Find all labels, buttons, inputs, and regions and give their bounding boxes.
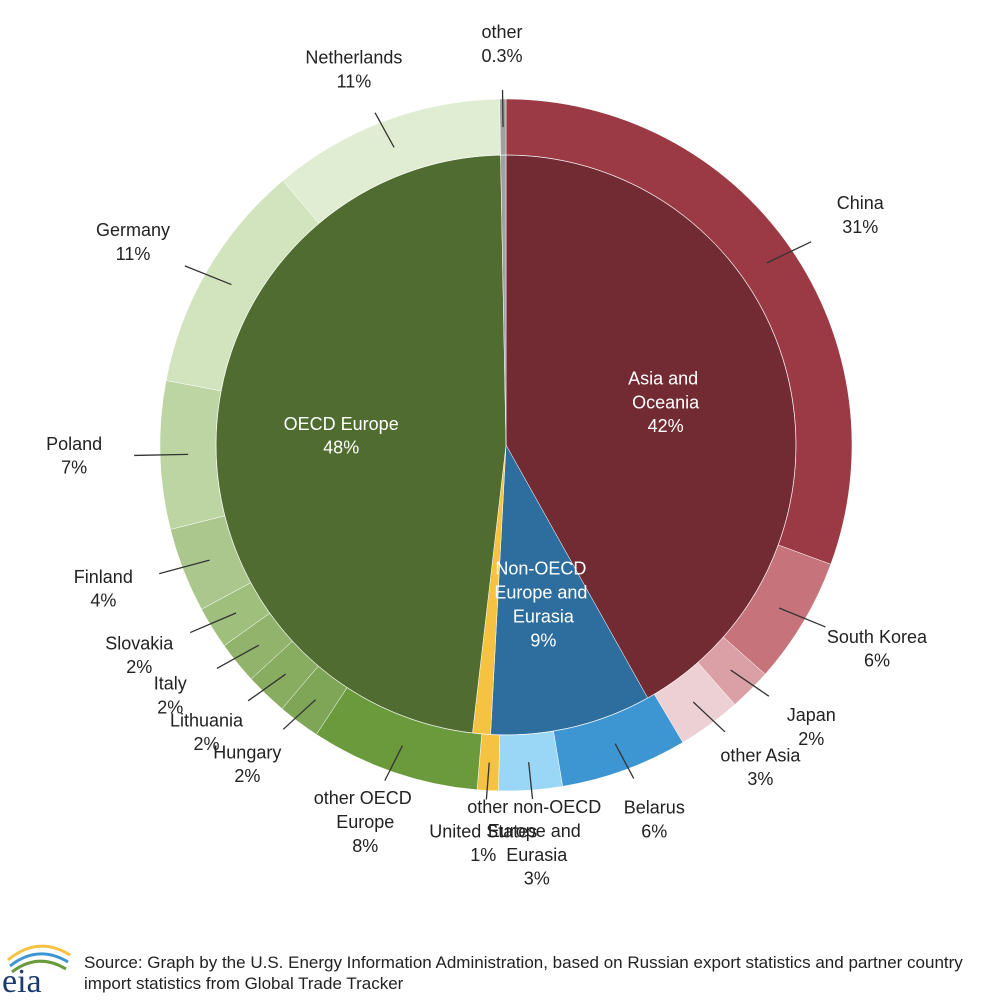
label-line: China — [837, 193, 885, 213]
label-value: 2% — [157, 697, 183, 717]
label-name: Netherlands — [305, 47, 402, 67]
label-value: 3% — [747, 769, 773, 789]
leader-line — [247, 673, 286, 702]
logo-arc — [9, 952, 69, 968]
label-value: 6% — [864, 651, 890, 671]
label-value: 11% — [337, 71, 372, 91]
label-line: Germany — [96, 220, 170, 240]
label-line: Europe — [336, 812, 394, 832]
leader-line — [184, 265, 232, 286]
label-name: Non-OECD Europe and Eurasia — [494, 558, 592, 626]
label-line: Finland — [74, 567, 133, 587]
leader-line — [778, 607, 826, 628]
label-line: Italy — [154, 673, 187, 693]
label-value: 6% — [641, 821, 667, 841]
label-line: Hungary — [213, 742, 281, 762]
leader-line — [374, 112, 395, 148]
label-name: other non-OECD Europe and Eurasia — [467, 797, 606, 865]
label-line: Europe and — [494, 582, 592, 602]
label-line: Japan — [787, 705, 836, 725]
leader-line — [159, 559, 210, 575]
label-value: 2% — [126, 657, 152, 677]
label-name: Asia and Oceania — [628, 368, 703, 412]
label-line: Slovakia — [105, 633, 174, 653]
leader-line — [730, 669, 770, 697]
label-value: 3% — [524, 869, 550, 889]
label-value: 11% — [116, 244, 151, 264]
label-line: other non-OECD — [467, 797, 606, 817]
label-value: 0.3% — [481, 46, 522, 66]
label-line: Lithuania — [170, 710, 244, 730]
label-line: Asia and — [628, 368, 703, 388]
label-line: Non-OECD — [495, 558, 591, 578]
label-value: 2% — [193, 734, 219, 754]
label-value: 7% — [61, 458, 87, 478]
label-line: Eurasia — [513, 606, 575, 626]
label-value: 2% — [798, 729, 824, 749]
label-line: Eurasia — [506, 845, 568, 865]
leader-line — [766, 241, 812, 264]
label-line: South Korea — [827, 627, 928, 647]
leader-line — [501, 90, 504, 128]
ring-divider — [215, 154, 797, 736]
leader-line — [614, 743, 635, 779]
label-value: 42% — [648, 416, 684, 436]
sub-slice — [505, 98, 853, 565]
label-line: other Asia — [720, 745, 801, 765]
label-value: 4% — [90, 591, 116, 611]
label-name: Hungary — [213, 742, 281, 762]
label-value: 31% — [842, 217, 878, 237]
label-name: Japan — [787, 705, 836, 725]
label-name: Italy — [154, 673, 187, 693]
label-value: 1% — [470, 845, 496, 865]
label-name: Finland — [74, 567, 133, 587]
label-name: other OECD Europe — [314, 788, 417, 832]
label-line: Oceania — [632, 392, 700, 412]
eia-logo: eia — [2, 944, 71, 1000]
source: Source: Graph by the U.S. Energy Informa… — [84, 953, 963, 993]
label-value: 8% — [352, 836, 378, 856]
label-name: Germany — [96, 220, 170, 240]
leader-line — [134, 453, 189, 457]
leader-line — [528, 762, 534, 800]
label-name: Lithuania — [170, 710, 244, 730]
source-box: Source: Graph by the U.S. Energy Informa… — [84, 953, 963, 993]
label-name: China — [837, 193, 885, 213]
label-name: OECD Europe — [284, 414, 399, 434]
leader-line — [384, 745, 403, 781]
leader-line — [282, 699, 317, 730]
label-name: South Korea — [827, 627, 928, 647]
label-line: other OECD — [314, 788, 417, 808]
label-line: Belarus — [624, 797, 685, 817]
label-name: other Asia — [720, 745, 801, 765]
label-name: United States — [429, 821, 537, 841]
label-name: Belarus — [624, 797, 685, 817]
label-name: Slovakia — [105, 633, 174, 653]
label-value: 2% — [234, 766, 260, 786]
label-value: 48% — [323, 438, 359, 458]
label-value: 9% — [530, 630, 556, 650]
label-line: OECD Europe — [284, 414, 399, 434]
logo-arc — [7, 944, 71, 962]
logo-arc — [11, 959, 67, 974]
leader-line — [189, 612, 237, 634]
label-name: Poland — [46, 434, 102, 454]
label-line: Poland — [46, 434, 102, 454]
label-line: other — [481, 22, 522, 42]
leader-line — [216, 644, 260, 669]
leader-line — [485, 762, 490, 800]
label-line: United States — [429, 821, 537, 841]
label-line: Europe and — [488, 821, 586, 841]
sub-slice — [499, 98, 507, 156]
logo-text: eia — [2, 963, 42, 1000]
label-line: Netherlands — [305, 47, 402, 67]
leader-line — [692, 701, 726, 733]
label-name: other — [481, 22, 522, 42]
